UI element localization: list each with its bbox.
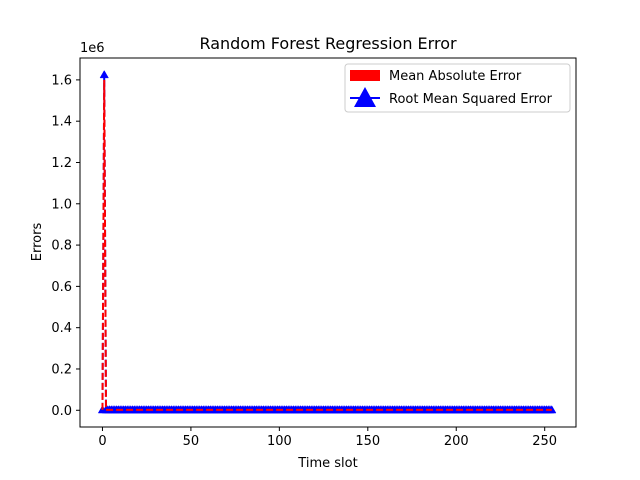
y-tick-label-1.6: 1.6	[51, 73, 72, 88]
legend-swatch-marker-1	[354, 87, 376, 107]
legend-label-0: Mean Absolute Error	[389, 69, 522, 84]
x-tick-label-0: 0	[98, 434, 106, 449]
y-tick-label-1.0: 1.0	[51, 197, 72, 212]
y-tick-label-0.4: 0.4	[51, 321, 72, 336]
x-tick-label-250: 250	[532, 434, 557, 449]
chart-title: Random Forest Regression Error	[199, 34, 457, 53]
y-tick-label-0.2: 0.2	[51, 362, 72, 377]
x-tick-label-150: 150	[355, 434, 380, 449]
x-tick-label-50: 50	[183, 434, 200, 449]
y-axis-label: Errors	[30, 223, 45, 262]
legend-swatch-0	[350, 70, 380, 81]
legend-box	[344, 63, 571, 113]
y-tick-label-0.0: 0.0	[51, 404, 72, 419]
x-axis-label: Time slot	[297, 456, 357, 471]
legend: Mean Absolute Error Root Mean Squared Err…	[344, 63, 571, 113]
series-1-point-1	[99, 70, 109, 79]
axes-frame	[79, 57, 577, 428]
y-offset-label: 1e6	[80, 41, 105, 56]
y-tick-label-0.6: 0.6	[51, 280, 72, 295]
y-tick-label-0.8: 0.8	[51, 239, 72, 254]
x-tick-label-100: 100	[267, 434, 292, 449]
axis-ticks: 0 50 100 150 200 250 0.0 0.2 0.4 0.6 0.8 1.0 1.2 1.4 1…	[51, 73, 557, 449]
y-tick-label-1.4: 1.4	[51, 115, 72, 130]
plot-area	[97, 70, 557, 414]
legend-label-1: Root Mean Squared Error	[389, 92, 553, 107]
series-line-0	[101, 79, 552, 411]
y-tick-label-1.2: 1.2	[51, 156, 72, 171]
x-tick-label-200: 200	[444, 434, 469, 449]
